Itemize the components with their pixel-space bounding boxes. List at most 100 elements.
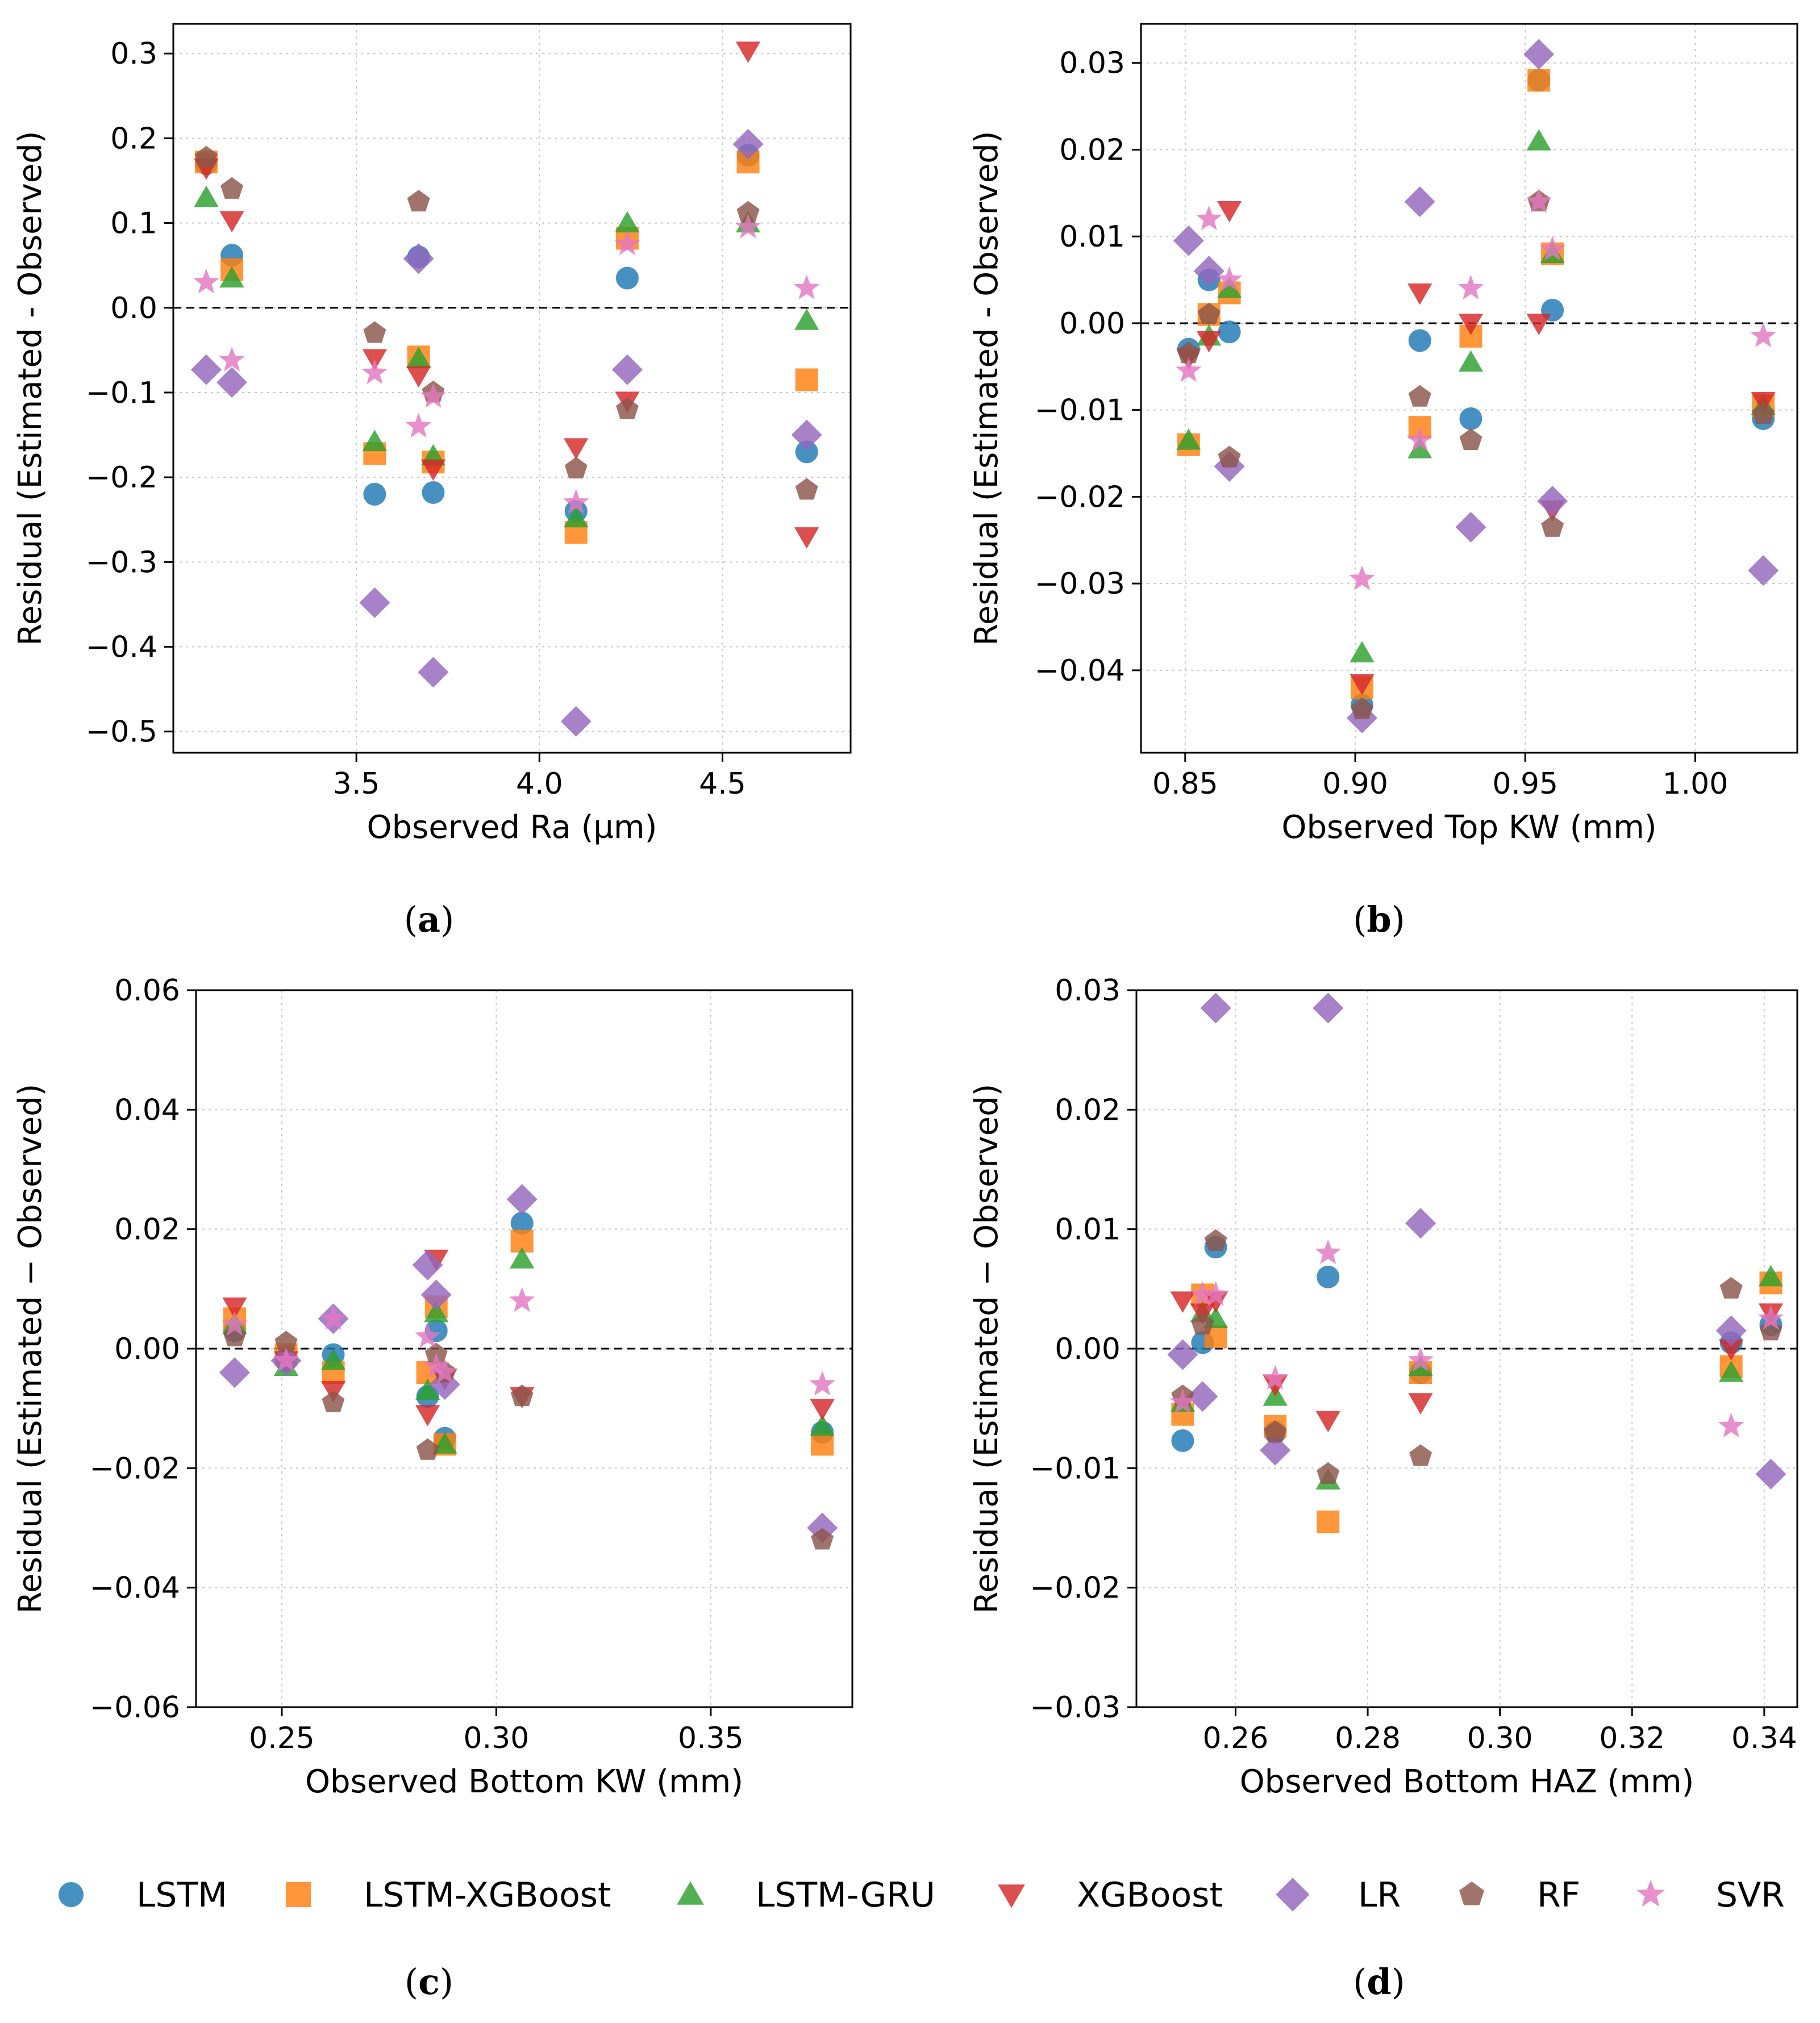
legend-item-lstm: LSTM [59,1875,227,1915]
point-rf [1541,515,1564,537]
y-tick-label: −0.02 [1030,1571,1121,1605]
caption-d: (d) [1353,1961,1405,2003]
point-svr [1526,188,1552,213]
y-axis-label: Residual (Estimated − Observed) [968,1084,1005,1614]
y-tick-label: 0.00 [114,1332,180,1366]
legend-item-xgboost: XGBoost [998,1875,1223,1915]
point-lstm-xgboost [795,368,818,391]
point-lstm-gru [510,1247,535,1269]
point-lr [1537,486,1568,517]
point-lr [732,128,764,160]
x-axis-label: Observed Top KW (mm) [1281,809,1656,846]
point-lstm-gru [219,266,244,288]
point-lr [1455,511,1486,543]
x-axis-label: Observed Ra (µm) [367,809,657,846]
point-lr [219,1357,250,1388]
point-xgboost [1350,674,1375,695]
legend-marker-lr [1276,1878,1310,1912]
point-svr [1196,205,1222,231]
point-lstm [1218,320,1241,344]
legend-label: SVR [1716,1875,1785,1915]
point-xgboost [1458,314,1484,335]
point-lr [791,419,822,451]
point-lstm-gru [1758,1265,1784,1287]
plot-frame [172,23,852,754]
legend-marker-svr [1636,1879,1665,1907]
point-xgboost [794,527,819,549]
x-tick-label: 0.26 [1203,1721,1269,1755]
y-tick-label: −0.4 [86,631,157,665]
point-lstm [363,482,386,506]
point-lr [1523,39,1555,70]
x-tick-label: 0.30 [1467,1721,1533,1755]
point-svr [1349,565,1375,590]
point-rf [1351,697,1373,719]
point-lstm [1408,329,1431,352]
point-svr [1216,266,1243,291]
panel-c-bottom-kw: 0.25 0.30 0.35 −0.06 −0.04 −0.02 0.00 0.02 0.04 0… [12,974,853,1800]
point-lr [506,1184,538,1215]
point-rf [510,1384,534,1407]
x-axis-label: Observed Bottom HAZ (mm) [1240,1763,1694,1800]
point-lstm-gru [406,347,431,368]
legend-item-lstm-xgboost: LSTM-XGBoost [286,1875,611,1915]
point-lr [420,1279,452,1311]
y-tick-label: 0.00 [1055,1332,1121,1366]
point-rf [416,1438,439,1460]
point-xgboost [1170,1291,1196,1313]
point-svr [414,1323,441,1348]
point-svr [1315,1239,1342,1265]
point-svr [1169,1388,1196,1414]
caption-b: (b) [1353,899,1405,940]
point-lstm-gru [194,185,219,207]
y-tick-label: −0.2 [86,461,157,495]
y-tick-label: −0.04 [1035,654,1125,688]
point-lstm-gru [1458,350,1484,372]
point-lr [1715,1315,1747,1346]
point-rf [1317,1462,1340,1484]
point-lr [1173,225,1204,256]
point-rf [795,478,818,500]
y-tick-label: −0.5 [86,715,157,749]
y-tick-label: 0.02 [1055,1093,1121,1127]
y-tick-label: 0.02 [1059,133,1125,167]
caption-a: (a) [404,899,455,940]
point-rf [195,145,218,168]
legend: LSTM LSTM-XGBoost LSTM-GRU XGBoost LR RF SVR [59,1875,1785,1915]
point-xgboost [1408,1393,1433,1415]
y-tick-label: 0.04 [114,1093,180,1127]
point-lstm [1171,1429,1194,1452]
point-xgboost [1719,1339,1744,1361]
point-lr [403,243,434,274]
point-xgboost [1197,331,1222,353]
y-tick-label: 0.1 [110,207,157,241]
x-tick-label: 0.30 [464,1721,530,1755]
point-svr [1718,1412,1744,1438]
x-tick-label: 0.90 [1322,767,1388,801]
point-svr [793,274,820,299]
point-rf [564,457,588,479]
y-tick-label: −0.02 [90,1451,180,1486]
point-xgboost [735,41,761,63]
y-tick-label: 0.03 [1055,974,1121,1008]
point-lstm [1459,407,1482,430]
y-axis-label: Residual (Estimated - Observed) [968,131,1005,645]
svg-text:(a): (a) [404,899,455,940]
point-lr [1187,1381,1218,1412]
point-xgboost [564,438,589,460]
point-svr [222,1311,248,1336]
caption-b-letter: b [1367,899,1391,940]
point-xgboost [1263,1375,1288,1397]
point-rf [220,177,244,199]
point-xgboost [406,366,431,388]
point-rf [1752,402,1775,424]
point-xgboost [219,211,244,233]
legend-marker-lstm-gru [677,1881,704,1905]
y-tick-label: −0.03 [1030,1691,1121,1725]
point-svr [273,1347,299,1372]
point-svr [1539,236,1565,261]
y-tick-label: −0.04 [90,1571,180,1605]
svg-text:(c): (c) [405,1961,453,2003]
point-svr [405,412,432,438]
